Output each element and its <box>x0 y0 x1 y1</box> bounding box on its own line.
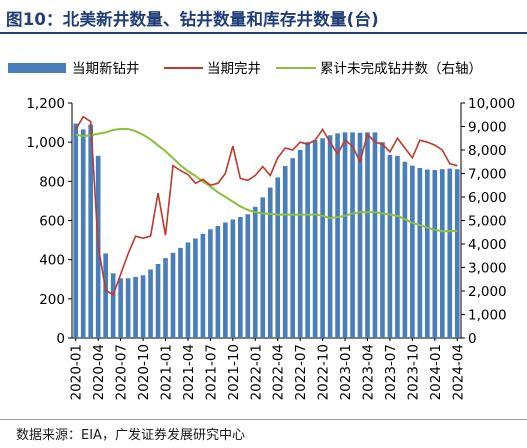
new-wells-bar <box>193 238 198 338</box>
new-wells-bar <box>178 247 183 338</box>
x-tick-label: 2024-04 <box>450 344 466 400</box>
legend-label-new-wells: 当期新钻井 <box>72 61 140 77</box>
new-wells-bar <box>215 225 221 338</box>
new-wells-bar <box>417 168 423 338</box>
new-wells-bar <box>155 263 161 338</box>
new-wells-bar <box>140 275 146 338</box>
new-wells-bar <box>432 169 438 338</box>
new-wells-bar <box>200 233 206 338</box>
new-wells-bar <box>282 166 288 338</box>
new-wells-bar <box>365 132 370 338</box>
x-tick-label: 2023-01 <box>338 344 354 400</box>
x-tick-label: 2024-01 <box>428 344 444 400</box>
source-divider <box>0 419 527 420</box>
right-tick-label: 6,000 <box>468 190 507 206</box>
completed-wells-line <box>75 115 458 297</box>
new-wells-bar <box>380 142 385 338</box>
left-tick-label: 200 <box>39 292 65 308</box>
new-wells-bar <box>237 216 243 338</box>
x-tick-label: 2022-04 <box>271 344 287 400</box>
new-wells-bar <box>342 132 348 338</box>
right-tick-label: 3,000 <box>468 261 507 277</box>
x-tick-label: 2022-10 <box>316 344 332 400</box>
new-wells-bar <box>267 187 273 338</box>
new-wells-bar <box>305 142 310 338</box>
right-tick-label: 5,000 <box>468 214 507 230</box>
x-tick-label: 2023-04 <box>360 344 376 400</box>
new-wells-bar <box>110 273 116 338</box>
new-wells-bar <box>410 165 415 338</box>
new-wells-bar <box>125 278 131 338</box>
new-wells-bar <box>230 219 236 338</box>
x-tick-label: 2023-10 <box>405 344 421 400</box>
new-wells-bar <box>103 253 108 338</box>
right-tick-label: 4,000 <box>468 237 507 253</box>
new-wells-bar <box>297 150 303 338</box>
right-tick-label: 0 <box>468 331 477 347</box>
new-wells-bar <box>357 132 363 338</box>
left-tick-label: 1,200 <box>26 96 65 112</box>
x-tick-label: 2022-01 <box>248 344 264 400</box>
new-wells-bar <box>395 155 400 338</box>
new-wells-bar <box>402 161 408 338</box>
x-tick-label: 2022-07 <box>293 344 309 400</box>
new-wells-bar <box>223 222 228 338</box>
new-wells-bar <box>170 252 176 338</box>
right-tick-label: 10,000 <box>468 96 515 112</box>
legend-label-completed: 当期完井 <box>207 61 261 77</box>
new-wells-bar <box>208 229 213 338</box>
new-wells-bar <box>312 140 318 338</box>
new-wells-bar <box>425 169 430 338</box>
duc-series-line <box>75 127 458 233</box>
left-tick-label: 400 <box>39 253 65 269</box>
x-tick-label: 2020-04 <box>91 344 107 400</box>
legend-bar-swatch <box>8 63 66 73</box>
right-tick-label: 1,000 <box>468 308 507 324</box>
new-wells-bar <box>133 276 138 338</box>
x-tick-label: 2021-04 <box>181 344 197 400</box>
x-tick-label: 2020-10 <box>136 344 152 400</box>
new-wells-bar <box>73 123 79 338</box>
x-tick-label: 2021-10 <box>226 344 242 400</box>
title-divider <box>0 32 527 34</box>
new-wells-bar <box>320 138 325 338</box>
new-wells-bar <box>252 206 258 338</box>
x-tick-label: 2020-07 <box>114 344 130 400</box>
new-wells-bar <box>350 132 355 338</box>
x-tick-label: 2021-01 <box>159 344 175 400</box>
new-wells-bar <box>372 132 378 338</box>
right-tick-label: 8,000 <box>468 143 507 159</box>
new-wells-bar <box>335 133 340 338</box>
new-wells-bar <box>260 197 266 338</box>
new-wells-bar <box>290 158 296 338</box>
new-wells-bar <box>80 129 86 338</box>
new-wells-bar <box>245 214 251 338</box>
new-wells-bar <box>439 169 445 338</box>
x-tick-label: 2023-07 <box>383 344 399 400</box>
new-wells-bar <box>88 124 94 339</box>
new-wells-bar <box>185 242 191 338</box>
right-tick-label: 9,000 <box>468 120 507 136</box>
new-wells-bar <box>447 168 453 338</box>
new-wells-bar <box>327 135 333 338</box>
source-note: 数据来源：EIA，广发证券发展研究中心 <box>16 428 245 443</box>
new-wells-bar <box>148 269 153 338</box>
new-wells-bar <box>387 154 393 338</box>
left-tick-label: 0 <box>56 331 65 347</box>
new-wells-bar <box>118 278 123 338</box>
x-tick-label: 2021-07 <box>203 344 219 400</box>
left-tick-label: 800 <box>39 174 65 190</box>
new-wells-bar <box>275 177 281 338</box>
left-tick-label: 1,000 <box>26 135 65 151</box>
right-tick-label: 7,000 <box>468 167 507 183</box>
figure-title: 图10：北美新井数量、钻井数量和库存井数量(台) <box>6 10 379 29</box>
legend-label-duc: 累计未完成钻井数（右轴） <box>320 61 482 77</box>
new-wells-bar <box>454 169 460 338</box>
new-wells-bar <box>163 258 168 338</box>
left-tick-label: 600 <box>39 214 65 230</box>
x-tick-label: 2020-01 <box>69 344 85 400</box>
right-tick-label: 2,000 <box>468 284 507 300</box>
